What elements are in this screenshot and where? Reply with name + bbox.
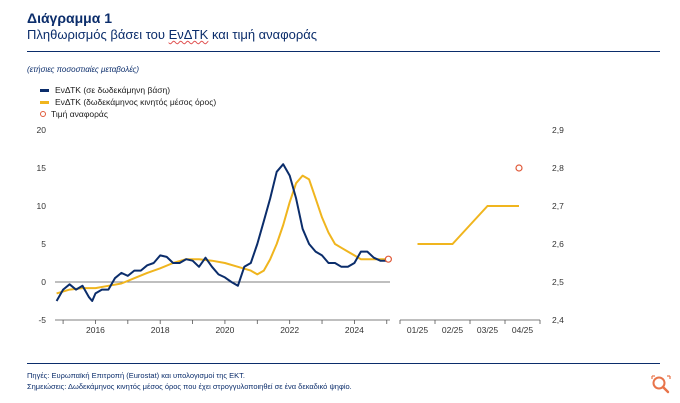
- y-tick-label-right: 2,5: [552, 277, 564, 287]
- x-tick-label-left: 2022: [280, 325, 299, 335]
- zoom-icon[interactable]: [651, 375, 671, 395]
- x-tick-label-right: 03/25: [477, 325, 499, 335]
- subtitle-post: και τιμή αναφοράς: [208, 27, 318, 42]
- y-tick-label-left: -5: [38, 315, 46, 325]
- x-tick-label-left: 2020: [215, 325, 234, 335]
- notes: Πηγές: Ευρωπαϊκή Επιτροπή (Eurostat) και…: [27, 370, 352, 392]
- series-line-yoy: [55, 163, 387, 302]
- legend-label-yoy: ΕνΔΤΚ (σε δωδεκάμηνη βάση): [55, 85, 171, 95]
- legend-swatch-reference: [40, 111, 46, 117]
- legend: ΕνΔΤΚ (σε δωδεκάμηνη βάση) ΕνΔΤΚ (δωδεκά…: [40, 84, 216, 120]
- legend-item-moving-average: ΕνΔΤΚ (δωδεκάμηνος κινητός μέσος όρος): [40, 96, 216, 108]
- y-tick-label-right: 2,6: [552, 239, 564, 249]
- y-tick-label-right: 2,7: [552, 201, 564, 211]
- subtitle-pre: Πληθωρισμός βάσει του: [27, 27, 169, 42]
- legend-label-moving-average: ΕνΔΤΚ (δωδεκάμηνος κινητός μέσος όρος): [55, 97, 217, 107]
- series-line-moving-average: [56, 174, 387, 295]
- legend-label-reference: Τιμή αναφοράς: [51, 109, 108, 119]
- x-tick-label-right: 01/25: [407, 325, 429, 335]
- x-tick-label-right: 04/25: [512, 325, 534, 335]
- chart-title: Διάγραμμα 1: [27, 10, 113, 26]
- legend-item-reference: Τιμή αναφοράς: [40, 108, 216, 120]
- legend-item-yoy: ΕνΔΤΚ (σε δωδεκάμηνη βάση): [40, 84, 216, 96]
- reference-point-right: [515, 164, 523, 172]
- notes-sources: Πηγές: Ευρωπαϊκή Επιτροπή (Eurostat) και…: [27, 371, 245, 380]
- units-label: (ετήσιες ποσοστιαίες μεταβολές): [27, 65, 140, 74]
- bottom-divider: [27, 363, 660, 364]
- x-tick-label-left: 2016: [86, 325, 105, 335]
- chart-subtitle: Πληθωρισμός βάσει του ΕνΔΤΚ και τιμή ανα…: [27, 27, 317, 42]
- x-tick-label-right: 02/25: [442, 325, 464, 335]
- y-tick-label-right: 2,8: [552, 163, 564, 173]
- x-tick-label-left: 2024: [345, 325, 364, 335]
- legend-swatch-moving-average: [40, 100, 49, 104]
- y-tick-label-left: 15: [37, 163, 47, 173]
- notes-remarks: Σημειώσεις: Δωδεκάμηνος κινητός μέσος όρ…: [27, 382, 352, 391]
- y-tick-label-left: 5: [41, 239, 46, 249]
- y-tick-label-right: 2,4: [552, 315, 564, 325]
- top-divider: [27, 51, 660, 52]
- y-tick-label-right: 2,9: [552, 125, 564, 135]
- y-tick-label-left: 10: [37, 201, 47, 211]
- legend-swatch-yoy: [40, 88, 49, 92]
- series-line-moving-average-right: [417, 205, 519, 245]
- y-tick-label-left: 20: [37, 125, 47, 135]
- y-tick-label-left: 0: [41, 277, 46, 287]
- reference-point-left: [384, 255, 392, 263]
- subtitle-term: ΕνΔΤΚ: [168, 27, 209, 42]
- x-tick-label-left: 2018: [151, 325, 170, 335]
